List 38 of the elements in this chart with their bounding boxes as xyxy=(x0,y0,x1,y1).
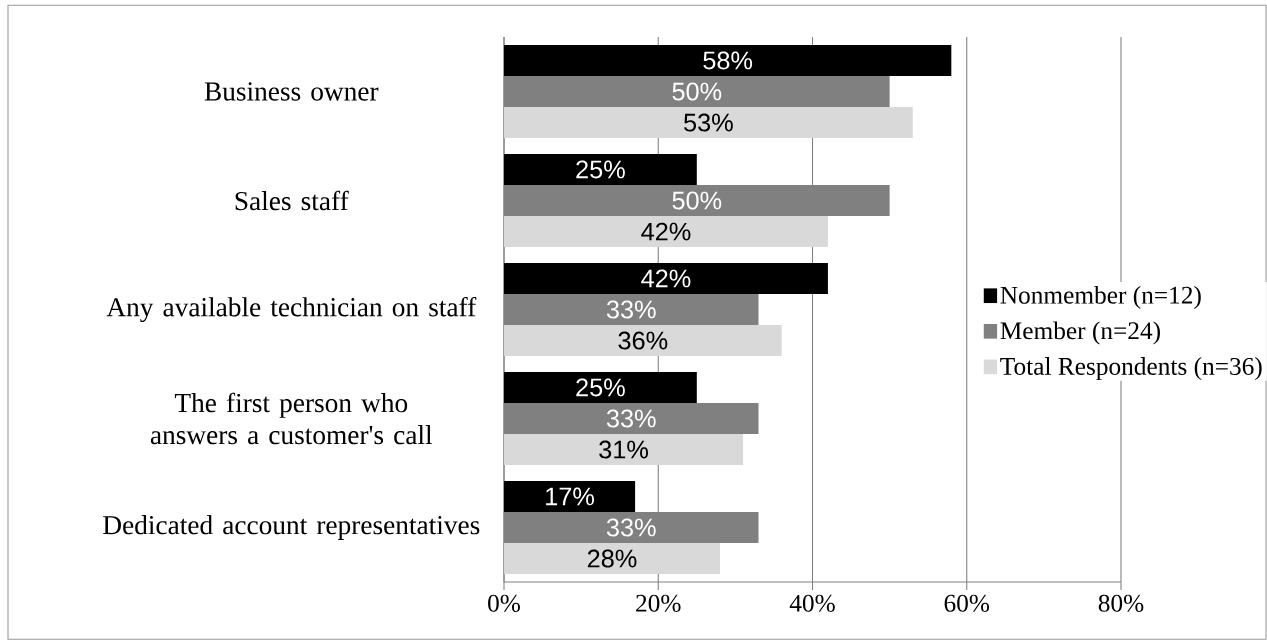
y-tick-label: The first person who answers a customer's call xyxy=(150,392,433,445)
data-label: 25% xyxy=(576,378,625,397)
data-label: 58% xyxy=(703,51,753,70)
bar xyxy=(504,44,952,76)
data-label: 25% xyxy=(576,160,625,179)
data-label: 17% xyxy=(546,487,594,506)
y-tick-label: Sales staff xyxy=(235,190,349,211)
x-tick-label: 60% xyxy=(944,594,990,612)
x-tick-label: 40% xyxy=(789,594,835,612)
bar xyxy=(504,107,913,139)
data-label: 33% xyxy=(606,300,656,319)
y-tick-label: Any available technician on staff xyxy=(106,296,477,323)
x-tick-label: 0% xyxy=(488,594,521,612)
data-label: 50% xyxy=(672,82,722,101)
legend-label: Member (n=24) xyxy=(1000,321,1160,345)
bar xyxy=(504,325,782,357)
data-label: 33% xyxy=(606,518,656,537)
data-label: 36% xyxy=(618,331,668,350)
bar xyxy=(504,543,720,575)
y-tick-label: Dedicated account representatives xyxy=(103,515,480,540)
y-tick-label: Business owner xyxy=(204,82,379,101)
legend-label: Nonmember (n=12) xyxy=(1000,285,1201,309)
data-label: 33% xyxy=(606,409,656,428)
data-label: 53% xyxy=(684,113,733,132)
legend-label: Total Respondents (n=36) xyxy=(1000,357,1262,381)
bar xyxy=(504,371,697,403)
data-label: 42% xyxy=(641,269,691,288)
bar xyxy=(504,153,697,185)
data-label: 28% xyxy=(587,549,637,568)
bar xyxy=(504,262,828,294)
data-label: 31% xyxy=(599,440,648,459)
x-tick-label: 20% xyxy=(636,594,681,612)
data-label: 50% xyxy=(672,191,722,210)
data-label: 42% xyxy=(641,222,691,241)
bar xyxy=(504,480,636,512)
bar xyxy=(504,216,828,248)
x-tick-label: 80% xyxy=(1098,594,1144,612)
bar xyxy=(504,434,744,466)
